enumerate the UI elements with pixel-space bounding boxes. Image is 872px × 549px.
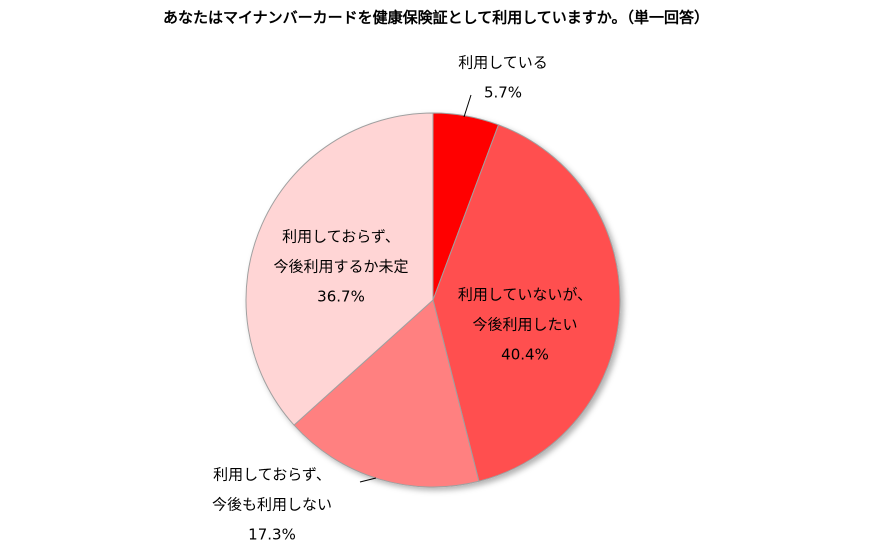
pie-slice (245, 112, 434, 426)
pie-slice (432, 124, 621, 482)
slice-label: 今後利用するか未定 (273, 258, 408, 276)
slice-label: 利用している (458, 54, 548, 72)
pie-slice (293, 299, 480, 488)
value-label: 36.7% (317, 288, 365, 306)
pie (245, 112, 621, 488)
leader-line (359, 477, 377, 483)
value-label: 5.7% (484, 84, 522, 102)
value-label: 17.3% (248, 526, 296, 544)
leader-line (463, 94, 472, 118)
chart-title: あなたはマイナンバーカードを健康保険証として利用していますか。（単一回答） (163, 9, 709, 27)
slice-label: 利用しておらず、 (282, 228, 400, 246)
slice-label: 利用していないが、 (458, 286, 592, 304)
slice-label: 利用しておらず、 (213, 466, 331, 484)
slice-label: 今後も利用しない (212, 496, 332, 514)
slice-label: 今後利用したい (472, 316, 577, 334)
value-label: 40.4% (501, 346, 549, 364)
